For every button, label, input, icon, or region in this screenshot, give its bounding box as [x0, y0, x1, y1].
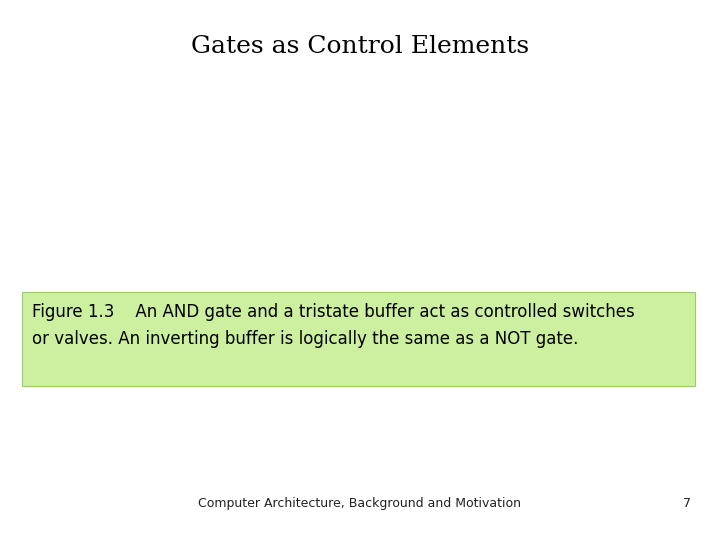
Text: Figure 1.3    An AND gate and a tristate buffer act as controlled switches
or va: Figure 1.3 An AND gate and a tristate bu…	[32, 303, 635, 348]
FancyBboxPatch shape	[22, 292, 695, 386]
Text: 7: 7	[683, 497, 691, 510]
Text: Gates as Control Elements: Gates as Control Elements	[191, 35, 529, 58]
Text: Computer Architecture, Background and Motivation: Computer Architecture, Background and Mo…	[199, 497, 521, 510]
